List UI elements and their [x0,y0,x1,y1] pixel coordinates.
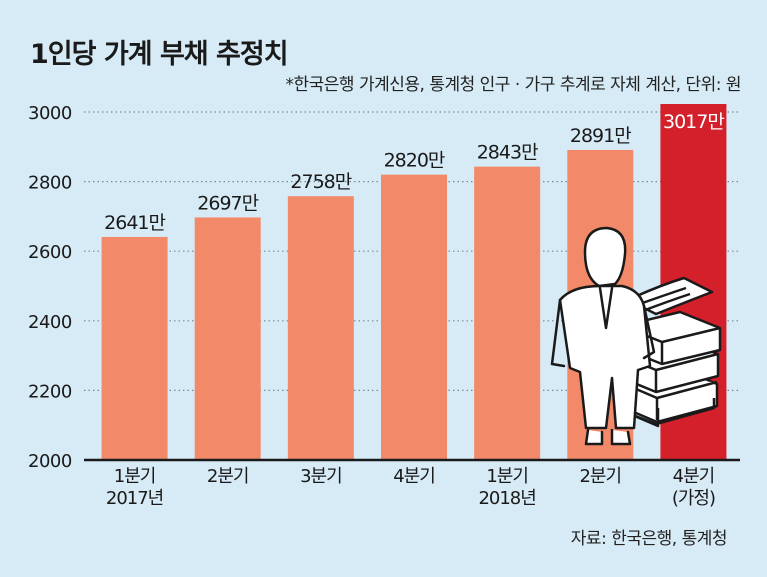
bar [101,236,168,460]
x-tick-label: 3분기 [300,466,342,487]
bar [381,174,447,460]
x-tick-label: 2분기 [207,466,249,487]
y-tick-label: 2200 [28,381,72,402]
value-label: 2641만 [104,212,165,234]
value-label: 2758만 [290,171,351,193]
value-label: 2891만 [570,125,631,147]
x-tick-label: 4분기 [673,466,715,487]
y-tick-label: 2600 [28,242,72,263]
value-label: 2820만 [384,150,445,172]
y-tick-label: 2800 [28,173,72,194]
value-label: 2843만 [477,142,538,164]
x-tick-label: 2분기 [579,466,621,487]
x-tick-label: 2017년 [106,488,163,509]
y-axis-ticks: 2000 2200 2400 2600 2800 3000 [28,103,72,472]
source-note: 자료: 한국은행, 통계청 [570,529,728,549]
y-tick-label: 2400 [28,312,72,333]
x-tick-label: 4분기 [393,466,435,487]
bar [194,217,261,460]
y-tick-label: 3000 [28,103,72,124]
x-tick-label: 2018년 [478,488,535,509]
gridlines [84,111,740,391]
value-label: 3017만 [663,111,724,133]
businessman-with-money-illustration [550,226,722,446]
x-tick-label: 1분기 [486,466,528,487]
y-tick-label: 2000 [28,451,72,472]
x-tick-label: 1분기 [114,466,156,487]
bar [474,166,541,461]
x-tick-label: (가정) [672,488,715,509]
chart-subtitle: *한국은행 가계신용, 통계청 인구 · 가구 추계로 자체 계산, 단위: 원 [285,75,742,95]
value-labels: 2641만 2697만 2758만 2820만 2843만 2891만 3017만 [104,111,725,234]
chart-title: 1인당 가계 부채 추정치 [30,39,289,70]
value-label: 2697만 [197,192,258,214]
bar [287,196,354,460]
